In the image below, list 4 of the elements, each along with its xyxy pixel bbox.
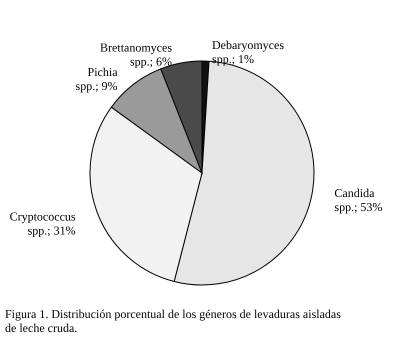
text: Figura 1. Distribución porcentual de los géneros de levaduras aisladas de leche cruda. — [5, 307, 342, 335]
slice-label: Candida spp.; 53% — [334, 186, 382, 214]
slice-label: Cryptococcus spp.; 31% — [10, 209, 76, 238]
slice-label: Debaryomyces spp.; 1% — [212, 38, 284, 66]
